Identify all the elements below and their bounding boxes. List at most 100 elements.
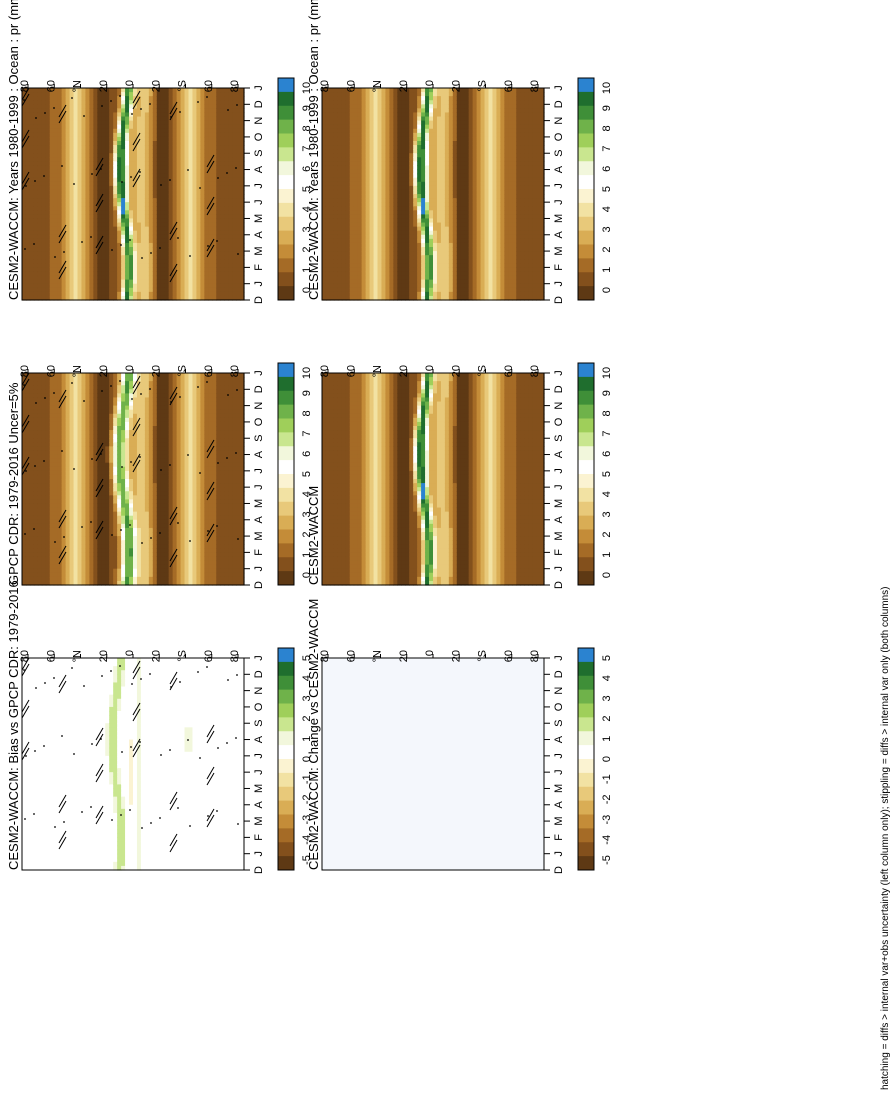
month-label: J	[553, 199, 565, 205]
month-label: A	[253, 735, 265, 743]
colorbar-label: 3	[601, 226, 613, 232]
month-label: M	[253, 246, 265, 255]
hatching	[21, 372, 215, 568]
colorbar-label: -1	[601, 774, 613, 784]
colorbar-label: -5	[301, 855, 313, 865]
colorbar-label: 1	[601, 736, 613, 742]
colorbar-label: 0	[601, 756, 613, 762]
lat-label: 20	[398, 650, 410, 662]
month-label: D	[553, 866, 565, 874]
month-label: N	[253, 117, 265, 125]
colorbar-label: 4	[601, 675, 613, 681]
month-label: M	[553, 214, 565, 223]
month-label: D	[253, 100, 265, 108]
footer-note: hatching = diffs > internal var+obs unce…	[880, 586, 891, 1090]
colorbar-label: 2	[601, 716, 613, 722]
colorbar-label: 10	[601, 367, 613, 379]
month-label: A	[553, 450, 565, 458]
month-label: J	[253, 370, 265, 376]
month-label: O	[553, 417, 565, 426]
lat-label: 80	[19, 365, 31, 377]
lat-label: °N	[72, 650, 84, 662]
lat-label: 80	[529, 80, 541, 92]
month-label: J	[253, 655, 265, 661]
colorbar-label: 2	[301, 716, 313, 722]
lat-label: 80	[529, 650, 541, 662]
month-label: J	[253, 851, 265, 857]
colorbar-label: 7	[601, 431, 613, 437]
month-label: A	[253, 515, 265, 523]
colorbar-label: 5	[601, 186, 613, 192]
colorbar-label: 8	[601, 125, 613, 131]
lat-label: 20	[150, 650, 162, 662]
month-label: J	[253, 484, 265, 490]
colorbar-label: 9	[601, 105, 613, 111]
lat-label: 20	[450, 650, 462, 662]
colorbar-label: 0	[301, 572, 313, 578]
colorbar-label: -3	[301, 815, 313, 825]
lat-label: 80	[229, 80, 241, 92]
month-label: S	[553, 150, 565, 157]
month-label: M	[553, 499, 565, 508]
month-label: N	[553, 687, 565, 695]
lat-label: 60	[503, 650, 515, 662]
lat-label: °S	[177, 365, 189, 377]
month-label: F	[553, 549, 565, 556]
colorbar-label: -4	[301, 835, 313, 845]
month-label: J	[553, 370, 565, 376]
lat-label: 60	[203, 365, 215, 377]
month-label: J	[253, 183, 265, 189]
month-label: A	[553, 515, 565, 523]
colorbar-label: 7	[301, 146, 313, 152]
contour-field	[22, 373, 245, 586]
colorbar-label: 8	[601, 410, 613, 416]
lat-label: 60	[345, 80, 357, 92]
colorbar-label: -3	[601, 815, 613, 825]
month-label: S	[553, 435, 565, 442]
colorbar-label: 7	[601, 146, 613, 152]
month-label: J	[553, 183, 565, 189]
lat-label: 80	[229, 650, 241, 662]
month-label: A	[253, 165, 265, 173]
lat-label: 60	[45, 365, 57, 377]
colorbar-label: 10	[601, 82, 613, 94]
colorbar-label: 0	[301, 287, 313, 293]
colorbar-label: 0	[301, 756, 313, 762]
lat-label: 0	[124, 80, 136, 86]
month-label: J	[253, 281, 265, 287]
colorbar-label: 2	[601, 247, 613, 253]
colorbar-label: 3	[301, 511, 313, 517]
lat-label: 0	[424, 365, 436, 371]
month-label: D	[253, 296, 265, 304]
lat-label: 80	[19, 650, 31, 662]
lat-label: 20	[98, 365, 110, 377]
colorbar-label: 4	[601, 206, 613, 212]
colorbar-label: 0	[601, 287, 613, 293]
lat-label: 60	[203, 650, 215, 662]
lat-label: °N	[372, 650, 384, 662]
colorbar-label: 3	[301, 226, 313, 232]
colorbar-label: 5	[601, 471, 613, 477]
month-label: M	[253, 784, 265, 793]
contour-field	[22, 88, 245, 301]
hatching	[21, 87, 215, 283]
colorbar-label: 1	[301, 736, 313, 742]
month-label: F	[253, 549, 265, 556]
lat-label: 0	[424, 650, 436, 656]
colorbar-label: 1	[601, 267, 613, 273]
colorbar-label: 6	[301, 451, 313, 457]
month-label: N	[553, 117, 565, 125]
month-label: J	[253, 769, 265, 775]
month-label: S	[553, 720, 565, 727]
colorbar-label: 1	[301, 552, 313, 558]
lat-label: 60	[503, 80, 515, 92]
colorbar-label: 10	[301, 82, 313, 94]
month-label: F	[553, 264, 565, 271]
month-label: O	[553, 702, 565, 711]
month-label: A	[553, 735, 565, 743]
